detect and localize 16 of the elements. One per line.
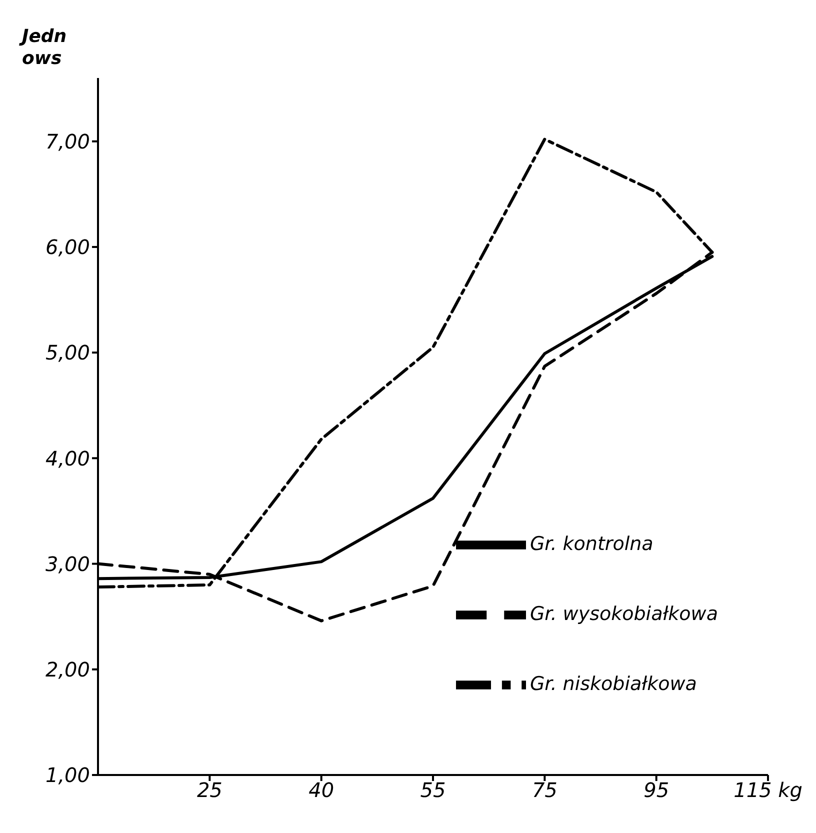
x-tick-label: 115 kg [734,778,802,802]
y-tick-label: 4,00 [45,446,90,470]
x-tick-label: 95 [644,778,670,802]
legend-label: Gr. wysokobiałkowa [530,603,718,626]
legend-label: Gr. niskobiałkowa [530,673,697,696]
x-tick-label: 40 [308,778,334,802]
x-tick-label: 55 [420,778,446,802]
y-tick-label: 1,00 [45,763,90,788]
y-tick-label: 6,00 [45,235,90,260]
x-tick-label: 75 [532,778,558,802]
x-tick-label: 25 [196,778,222,802]
legend-label: Gr. kontrolna [530,533,654,556]
y-tick-label: 2,00 [45,657,90,682]
y-tick-label: 3,00 [45,552,90,576]
y-tick-label: 5,00 [45,340,90,365]
y-tick-label: 7,00 [45,129,90,154]
